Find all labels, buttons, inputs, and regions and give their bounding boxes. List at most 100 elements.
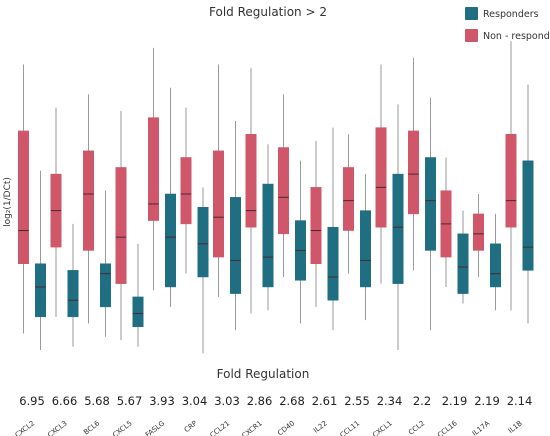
fold-value-cxcl5: 5.67: [117, 394, 143, 408]
x-tick-cxcr1: CXCR1: [240, 419, 263, 436]
fold-value-ccl2: 2.2: [413, 394, 431, 408]
fold-value-cxcl1: 2.34: [377, 394, 403, 408]
box: [67, 270, 79, 318]
fold-value-cxcl3: 6.66: [52, 394, 78, 408]
x-tick-ccl21: CCL21: [209, 419, 232, 436]
box-responder-il17a: [490, 213, 501, 311]
legend-label-nonresponders: Non - responder: [483, 31, 550, 42]
box: [83, 150, 94, 251]
box: [457, 233, 469, 294]
legend-swatch-nonresponders: [465, 29, 478, 42]
box-responder-ccl2: [425, 97, 436, 331]
box-nonresponder-cxcl5: [115, 111, 127, 341]
x-tick-crp: CRP: [183, 419, 199, 434]
fold-value-cd40: 2.68: [279, 394, 305, 408]
fold-regulation-values: 6.95 6.66 5.68 5.67 3.93 3.04 3.03 2.86 2.68 2.61…: [19, 394, 532, 408]
box-nonresponder-il1b: [505, 41, 517, 311]
box-nonresponder-cxcl1: [375, 64, 387, 284]
box: [35, 263, 46, 318]
box: [278, 147, 289, 235]
box-group: [18, 41, 534, 354]
box-responder-il22: [327, 127, 339, 331]
box: [310, 187, 322, 264]
box: [490, 243, 501, 288]
box-nonresponder-il22: [310, 140, 322, 307]
fold-value-crp: 3.04: [182, 394, 208, 408]
box-responder-cxcl2: [35, 170, 46, 351]
box: [213, 150, 224, 258]
box: [522, 160, 534, 271]
box-responder-cxcl1: [392, 104, 404, 351]
box: [148, 117, 159, 221]
box-nonresponder-ccl2: [408, 57, 419, 271]
x-tick-cxcl3: CXCL3: [46, 419, 69, 436]
box: [197, 207, 209, 278]
box: [262, 183, 274, 288]
box-nonresponder-cxcl3: [50, 107, 62, 317]
legend-label-responders: Responders: [483, 9, 539, 20]
box-nonresponder-crp: [180, 107, 192, 274]
x-tick-cxcl2: CXCL2: [14, 419, 37, 436]
box-nonresponder-ccl16: [440, 157, 452, 287]
legend-swatch-responders: [465, 7, 478, 20]
box-responder-il1b: [522, 84, 534, 324]
box: [180, 157, 192, 225]
fold-regulation-title: Fold Regulation: [217, 367, 310, 381]
box-responder-cxcr1: [262, 144, 274, 311]
box: [18, 130, 29, 264]
box: [473, 213, 484, 251]
box: [115, 167, 127, 284]
box-nonresponder-il17a: [473, 194, 484, 277]
box-nonresponder-ccl21: [213, 64, 224, 297]
x-tick-cxcl5: CXCL5: [111, 419, 134, 436]
fold-value-bcl6: 5.68: [84, 394, 110, 408]
box: [408, 130, 419, 215]
x-tick-il22: IL22: [312, 419, 329, 434]
box: [327, 226, 339, 301]
x-tick-cd40: CD40: [276, 419, 296, 436]
box-nonresponder-cxcl2: [18, 64, 29, 334]
fold-value-cxcl2: 6.95: [19, 394, 45, 408]
box-responder-bcl6: [100, 190, 111, 337]
box: [360, 210, 371, 288]
box-responder-ccl16: [457, 210, 469, 304]
box-responder-crp: [197, 187, 209, 354]
fold-value-il17a: 2.19: [474, 394, 500, 408]
fold-value-il22: 2.61: [312, 394, 338, 408]
fold-value-ccl11: 2.55: [344, 394, 370, 408]
box-responder-ccl21: [230, 120, 241, 331]
box: [165, 193, 176, 288]
box-nonresponder-faslg: [148, 47, 159, 291]
box: [100, 263, 111, 308]
box-responder-cxcl5: [132, 243, 144, 347]
x-tick-cxcl1: CXCL1: [371, 419, 394, 436]
x-tick-ccl16: CCL16: [436, 419, 459, 436]
x-tick-faslg: FASLG: [144, 419, 166, 436]
box-responder-cd40: [295, 160, 306, 324]
box-nonresponder-cd40: [278, 94, 289, 277]
box-responder-faslg: [165, 87, 176, 307]
x-tick-bcl6: BCL6: [82, 419, 101, 436]
box-nonresponder-ccl11: [343, 134, 354, 274]
fold-value-cxcr1: 2.86: [247, 394, 273, 408]
box-nonresponder-cxcr1: [245, 67, 257, 314]
box: [505, 133, 517, 228]
fold-value-ccl21: 3.03: [214, 394, 240, 408]
box-nonresponder-bcl6: [83, 94, 94, 324]
box: [425, 157, 436, 251]
fold-value-faslg: 3.93: [149, 394, 175, 408]
box: [245, 133, 257, 228]
box-responder-cxcl3: [67, 223, 79, 347]
x-tick-labels: CXCL2 CXCL3 BCL6 CXCL5 FASLG CRP CCL21 CXCR1 CD4…: [14, 419, 524, 436]
x-tick-il1b: IL1B: [507, 419, 524, 435]
box: [392, 173, 404, 284]
box: [230, 197, 241, 294]
fold-value-ccl16: 2.19: [442, 394, 468, 408]
x-tick-ccl2: CCL2: [407, 419, 426, 436]
fold-value-il1b: 2.14: [507, 394, 533, 408]
chart-title: Fold Regulation > 2: [209, 5, 327, 19]
legend: Responders Non - responder: [465, 7, 550, 42]
box: [375, 127, 387, 228]
box: [343, 167, 354, 231]
